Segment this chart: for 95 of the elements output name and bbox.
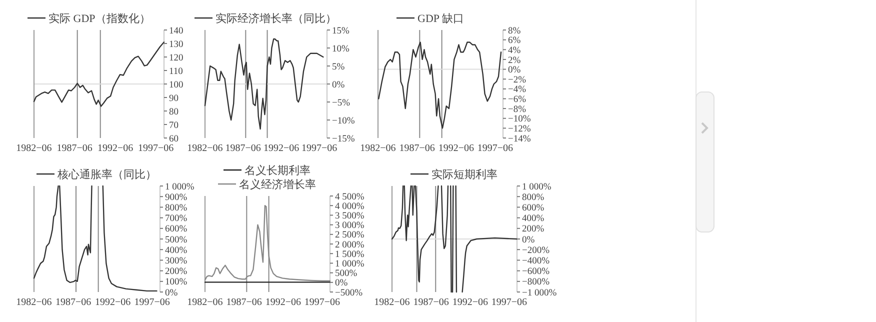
y-tick-label: −10% (508, 114, 531, 125)
y-tick-label: 70 (169, 120, 179, 131)
y-tick-label: 90 (169, 94, 179, 104)
y-tick-label: 8% (508, 26, 521, 36)
x-tick-label: 1987−06 (413, 297, 449, 308)
y-tick-label: 600% (165, 224, 188, 235)
x-tick-label: 1982−06 (360, 143, 396, 154)
y-tick-label: 700% (165, 214, 188, 224)
y-tick-label: 0% (165, 288, 178, 298)
y-tick-label: 5% (332, 62, 345, 72)
x-tick-label: 1992−06 (94, 297, 131, 308)
line-series (204, 38, 324, 130)
y-tick-label: 2% (508, 56, 521, 66)
x-tick-label: 1982−06 (187, 143, 223, 154)
x-tick-label: 1987−06 (399, 143, 435, 154)
y-tick-label: 500% (335, 269, 358, 280)
x-tick-label: 1992−06 (263, 143, 300, 154)
y-tick-label: 4 500% (335, 192, 364, 202)
x-tick-label: 1997−06 (304, 297, 340, 308)
y-tick-label: 130 (169, 40, 184, 50)
x-tick-label: 1987−06 (225, 143, 261, 154)
x-tick-label: 1987−06 (56, 297, 92, 308)
y-tick-label: 900% (165, 192, 188, 203)
y-tick-label: 0% (335, 278, 348, 289)
y-tick-label: 3 500% (335, 212, 364, 222)
y-tick-label: 100 (169, 80, 184, 90)
y-tick-label: −4% (508, 85, 526, 96)
y-tick-label: 140 (169, 26, 184, 36)
y-tick-label: −500% (335, 288, 363, 298)
y-tick-label: −1 000% (522, 288, 557, 298)
y-tick-label: 0% (508, 66, 521, 76)
y-tick-label: 0% (522, 235, 535, 246)
x-tick-label: 1992−06 (97, 143, 134, 154)
x-tick-label: 1997−06 (491, 297, 528, 308)
y-tick-label: −8% (508, 104, 526, 115)
x-tick-label: 1982−06 (374, 297, 410, 308)
x-tick-label: 1997−06 (134, 297, 170, 308)
line-series (378, 42, 502, 129)
y-tick-label: −15% (332, 134, 355, 144)
y-tick-label: 1 000% (522, 182, 552, 192)
y-tick-label: −5% (332, 98, 350, 108)
y-tick-label: 500% (165, 235, 188, 246)
y-tick-label: −600% (522, 267, 550, 278)
y-tick-label: 800% (165, 204, 188, 214)
y-tick-label: 400% (165, 246, 188, 256)
legend-label: 名义经济增长率 (239, 178, 316, 191)
y-tick-label: 1 000% (335, 260, 364, 270)
legend-label: GDP 缺口 (418, 12, 464, 25)
y-tick-label: 10% (332, 44, 350, 54)
legend-label: 实际经济增长率（同比） (216, 12, 336, 25)
y-tick-label: 800% (522, 192, 544, 203)
y-tick-label: −800% (522, 278, 550, 288)
y-tick-label: −6% (508, 95, 526, 106)
y-tick-label: 110 (169, 66, 184, 77)
y-tick-label: 400% (522, 214, 544, 224)
x-tick-label: 1987−06 (226, 297, 262, 308)
x-tick-label: 1997−06 (477, 143, 514, 154)
y-tick-label: −10% (332, 116, 355, 126)
line-series (33, 42, 165, 107)
y-tick-label: 600% (522, 204, 544, 214)
y-tick-label: 4% (508, 46, 521, 56)
legend-label: 名义长期利率 (244, 164, 310, 177)
x-tick-label: 1987−06 (56, 143, 92, 154)
x-tick-label: 1982−06 (16, 297, 52, 308)
y-tick-label: 60 (169, 134, 179, 144)
legend-label: 实际短期利率 (432, 168, 498, 181)
x-tick-label: 1992−06 (438, 143, 474, 154)
y-tick-label: 80 (169, 107, 179, 118)
x-tick-label: 1982−06 (187, 297, 223, 308)
y-tick-label: 300% (165, 256, 188, 267)
y-tick-label: 120 (169, 53, 184, 64)
y-tick-label: 200% (522, 224, 544, 235)
y-tick-label: 3 000% (335, 221, 364, 232)
legend-label: 实际 GDP（指数化） (48, 12, 150, 25)
y-tick-label: 1 500% (335, 250, 364, 260)
y-tick-label: 200% (165, 267, 188, 278)
x-tick-label: 1997−06 (138, 143, 174, 154)
y-tick-label: 2 000% (335, 240, 364, 250)
y-tick-label: 100% (165, 278, 188, 288)
y-tick-label: 1 000% (165, 182, 194, 192)
x-tick-label: 1997−06 (302, 143, 338, 154)
y-tick-label: 15% (332, 26, 350, 36)
x-tick-label: 1992−06 (452, 297, 488, 308)
y-tick-label: 4 000% (335, 202, 364, 212)
y-tick-label: −14% (508, 134, 531, 144)
y-tick-label: 0% (332, 80, 345, 90)
y-tick-label: −12% (508, 124, 531, 135)
y-tick-label: 2 500% (335, 230, 364, 241)
y-tick-label: −200% (522, 246, 550, 256)
legend-label: 核心通胀率（同比） (56, 168, 156, 181)
y-tick-label: −2% (508, 75, 526, 86)
y-tick-label: −400% (522, 256, 550, 267)
y-tick-label: 6% (508, 36, 521, 46)
x-tick-label: 1982−06 (16, 143, 52, 154)
x-tick-label: 1992−06 (265, 297, 301, 308)
